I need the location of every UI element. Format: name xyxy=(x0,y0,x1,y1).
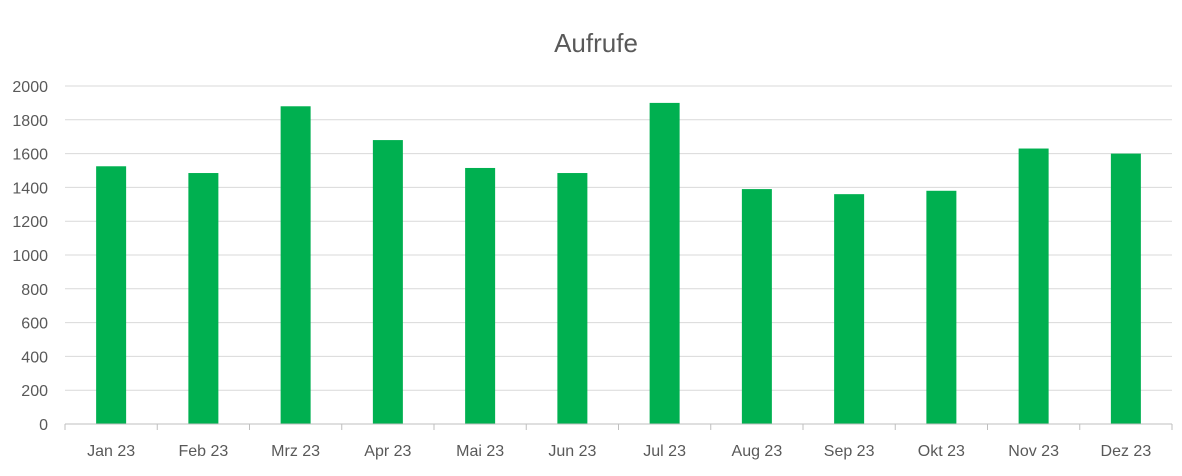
bar xyxy=(834,194,865,424)
x-tick-label: Sep 23 xyxy=(824,443,875,460)
bar xyxy=(741,189,772,424)
x-tick-label: Jan 23 xyxy=(87,443,135,460)
y-tick-label: 800 xyxy=(21,282,48,299)
y-tick-label: 1200 xyxy=(12,214,48,231)
x-tick-label: Jun 23 xyxy=(548,443,596,460)
x-axis xyxy=(64,423,1173,430)
y-tick-label: 400 xyxy=(21,349,48,366)
x-tick-label: Dez 23 xyxy=(1101,443,1152,460)
bar xyxy=(1110,153,1141,424)
bar xyxy=(926,190,957,424)
y-tick-label: 1800 xyxy=(12,113,48,130)
bar xyxy=(1018,148,1049,424)
y-tick-label: 600 xyxy=(21,316,48,333)
y-axis-tick-labels: 0 200 400 600 800 1000 1200 1400 1600 1800 2000 xyxy=(12,79,48,434)
x-tick-label: Okt 23 xyxy=(918,443,965,460)
bar xyxy=(280,106,311,424)
bars xyxy=(96,102,1141,425)
y-tick-label: 1400 xyxy=(12,180,48,197)
x-axis-tick-labels: Jan 23 Feb 23 Mrz 23 Apr 23 Mai 23 Jun 23 Jul … xyxy=(87,443,1151,460)
x-tick-label: Mrz 23 xyxy=(271,443,320,460)
bar xyxy=(557,173,588,424)
x-tick-label: Mai 23 xyxy=(456,443,504,460)
y-tick-label: 2000 xyxy=(12,79,48,96)
x-tick-label: Aug 23 xyxy=(732,443,783,460)
x-tick-label: Apr 23 xyxy=(364,443,411,460)
bar xyxy=(188,173,219,424)
gridlines xyxy=(65,85,1172,391)
y-tick-label: 1600 xyxy=(12,147,48,164)
bar xyxy=(465,167,496,424)
x-tick-label: Feb 23 xyxy=(178,443,228,460)
x-tick-label: Nov 23 xyxy=(1008,443,1059,460)
bar xyxy=(372,140,403,424)
chart-title: Aufrufe xyxy=(554,28,638,58)
y-tick-label: 1000 xyxy=(12,248,48,265)
bar xyxy=(649,102,680,425)
y-tick-label: 0 xyxy=(39,417,48,434)
bar xyxy=(96,166,127,424)
x-tick-label: Jul 23 xyxy=(643,443,686,460)
y-tick-label: 200 xyxy=(21,383,48,400)
